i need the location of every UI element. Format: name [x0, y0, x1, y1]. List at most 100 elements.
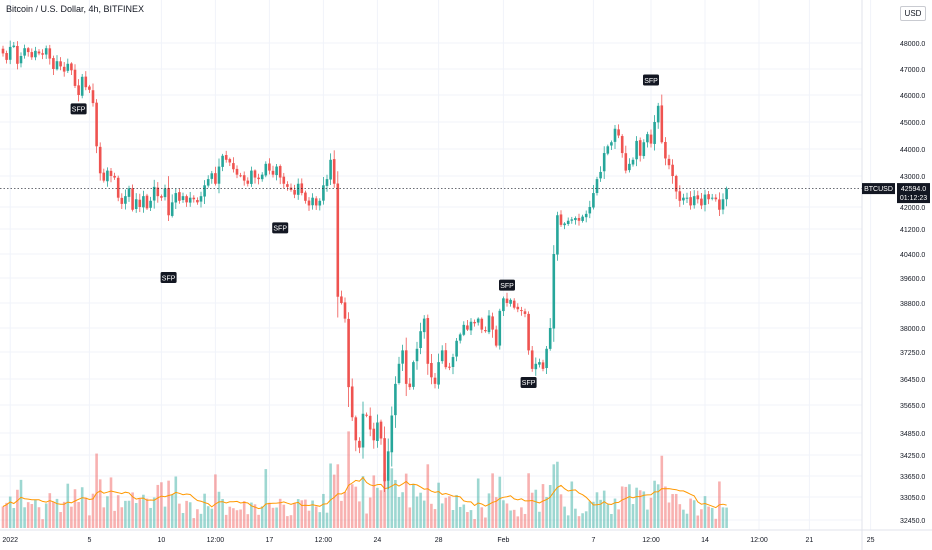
volume-bar: [592, 501, 595, 528]
candle: [466, 319, 469, 331]
candle-body: [343, 302, 347, 319]
candle-body: [372, 428, 376, 441]
candle: [347, 312, 350, 407]
candle-body: [322, 185, 325, 201]
candle-body: [41, 53, 44, 55]
candle-body: [221, 155, 224, 167]
candle-body: [685, 197, 689, 199]
volume-bar: [574, 508, 577, 528]
sfp-label: SFP: [520, 376, 537, 388]
currency-button[interactable]: USD: [900, 6, 926, 21]
candle: [19, 52, 23, 68]
candle-body: [8, 46, 12, 60]
candle: [692, 190, 696, 209]
volume-bar: [606, 504, 610, 528]
time-axis[interactable]: 2022 5 10 12:00 17 12:00 24 28 Feb 7 12:00 14 12:00 2…: [2, 537, 874, 544]
candle-body: [347, 318, 350, 388]
candle: [376, 414, 379, 448]
volume-bar: [30, 504, 34, 528]
price-axis[interactable]: 48000.0 47000.0 46000.0 45000.0 44000.0 43000…: [900, 41, 925, 525]
volume-bar: [167, 480, 170, 528]
candle: [257, 173, 260, 185]
candle-body: [1, 48, 5, 54]
candle-body: [584, 213, 588, 218]
candle-body: [361, 413, 365, 448]
candle-body: [379, 421, 383, 439]
candle-body: [707, 194, 710, 200]
volume-bar: [307, 510, 311, 528]
candle-body: [383, 438, 386, 482]
sfp-label-text: SFP: [644, 78, 658, 85]
candle: [516, 303, 520, 313]
candle: [73, 64, 77, 89]
candle-body: [660, 105, 664, 143]
price-axis-label: 37250.0: [900, 350, 925, 357]
candle-body: [167, 187, 170, 216]
candle: [37, 49, 41, 56]
volume-bar: [552, 464, 556, 528]
volume-bar: [109, 477, 113, 528]
candle: [113, 172, 116, 180]
volume-bar: [692, 500, 696, 528]
candle-body: [224, 155, 228, 160]
price-tag: BTCUSD 42594.0 01:12:23: [862, 183, 930, 204]
candle-body: [16, 45, 19, 64]
candle: [412, 360, 415, 390]
candle: [343, 297, 347, 323]
volume-bar: [264, 469, 268, 528]
price-axis-label: 46000.0: [900, 93, 925, 100]
candle: [444, 342, 448, 370]
volume-bar: [37, 507, 41, 528]
candle: [689, 191, 692, 210]
candle: [440, 345, 444, 364]
volume-bar: [66, 483, 70, 528]
volume-bar: [458, 506, 462, 528]
volume-bar: [332, 474, 336, 528]
candle-body: [66, 63, 70, 71]
volume-bar: [473, 519, 476, 528]
volume-bar: [239, 509, 242, 528]
volume-bar: [721, 507, 725, 528]
volume-bar: [469, 510, 473, 528]
candle-body: [329, 159, 332, 180]
candle: [653, 115, 656, 151]
candle: [124, 189, 127, 210]
candle-body: [502, 298, 505, 312]
candle: [646, 131, 649, 148]
candle-body: [574, 218, 577, 221]
candle: [635, 136, 638, 167]
volume-bar: [52, 501, 55, 528]
volume-bar: [142, 494, 145, 528]
candle: [595, 176, 599, 196]
candle-body: [181, 196, 185, 201]
candle-body: [91, 90, 95, 104]
candle: [487, 310, 491, 335]
candle-body: [77, 85, 80, 95]
candle: [559, 210, 563, 227]
candle: [426, 314, 430, 375]
volume-bar: [451, 510, 455, 528]
volume-bar: [55, 498, 59, 528]
candle: [329, 153, 332, 186]
volume-bar: [271, 507, 275, 528]
volume-bar: [343, 492, 347, 528]
candle: [430, 354, 433, 385]
volume-bar: [102, 507, 106, 528]
volume-bar: [599, 499, 602, 528]
sfp-label-box: [499, 279, 515, 291]
volume-bar: [282, 504, 286, 528]
candle: [556, 211, 559, 261]
volume-bar: [455, 494, 458, 528]
candle-body: [404, 350, 408, 384]
volume-bar: [300, 500, 304, 528]
volume-bar: [365, 513, 368, 528]
candle-body: [70, 63, 73, 71]
candle-body: [178, 192, 181, 201]
volume-bar: [444, 497, 448, 528]
volume-bar: [689, 498, 692, 528]
candle-body: [354, 417, 358, 441]
candle-body: [448, 366, 451, 368]
volume-bar: [386, 477, 390, 528]
candle-body: [689, 197, 692, 206]
